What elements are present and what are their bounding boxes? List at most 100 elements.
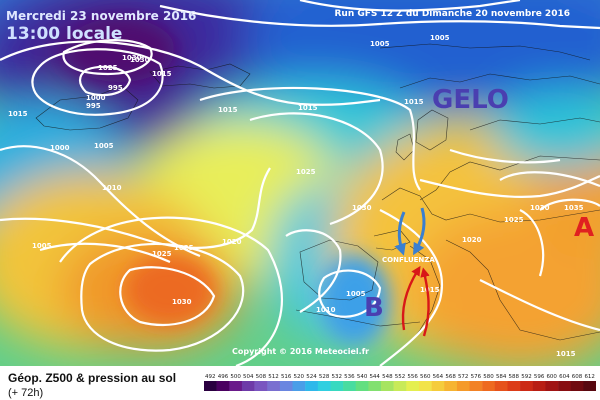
- isobar-1020-high: [59, 216, 283, 366]
- scale-swatch: [482, 381, 496, 391]
- scale-tick-label: 520: [294, 374, 305, 380]
- isobar-label: 1015: [218, 106, 238, 114]
- scale-tick-label: 584: [496, 374, 507, 380]
- scale-tick-label: 568: [445, 374, 456, 380]
- scale-tick-label: 552: [395, 374, 406, 380]
- isobar-label: 1000: [50, 144, 70, 152]
- isobar-label: 1035: [564, 204, 584, 212]
- scale-tick-label: 576: [471, 374, 482, 380]
- isobar-1015-atlantic: [199, 86, 421, 191]
- geopotential-field: [0, 0, 600, 366]
- scale-tick-label: 532: [332, 374, 343, 380]
- isobars: [0, 0, 600, 366]
- scale-swatch: [545, 381, 559, 391]
- scale-swatch: [204, 381, 217, 391]
- warm-arrow: [420, 267, 430, 337]
- warm-arrow: [401, 265, 421, 331]
- scale-tick-label: 564: [433, 374, 444, 380]
- isobar-label: 995: [86, 102, 101, 110]
- isobar-label: 1005: [346, 290, 366, 298]
- isobar-1025-high: [80, 242, 245, 352]
- isobar-label: 1025: [98, 64, 118, 72]
- scale-swatch: [507, 381, 521, 391]
- isobar-995-ring: [78, 65, 132, 97]
- scale-tick-label: 492: [205, 374, 216, 380]
- scale-tick-label: 536: [344, 374, 355, 380]
- scale-tick-label: 604: [559, 374, 570, 380]
- isobar-label: 1015: [152, 70, 172, 78]
- scale-tick-label: 548: [382, 374, 393, 380]
- scale-tick-label: 504: [243, 374, 254, 380]
- scale-tick-label: 612: [584, 374, 595, 380]
- scale-tick-label: 524: [306, 374, 317, 380]
- legend-bar: Géop. Z500 & pression au sol (+ 72h) 492…: [0, 366, 600, 400]
- scale-swatch: [494, 381, 508, 391]
- isobar-label: 1030: [352, 204, 372, 212]
- scale-swatch: [229, 381, 243, 391]
- scale-tick-label: 508: [256, 374, 267, 380]
- scale-tick-label: 496: [218, 374, 229, 380]
- scale-swatch: [431, 381, 445, 391]
- isobar-1005-top: [299, 0, 521, 12]
- isobar-label: 1015: [298, 104, 318, 112]
- model-run: Run GFS 12 Z du Dimanche 20 novembre 201…: [334, 9, 571, 19]
- scale-tick-label: 596: [534, 374, 545, 380]
- isobar-1025-europe: [449, 148, 561, 164]
- isobar-label: 1005: [32, 242, 52, 250]
- isobar-1030-east-loop: [519, 209, 545, 277]
- scale-tick-label: 572: [458, 374, 469, 380]
- isobar-label: 995: [108, 84, 123, 92]
- isobar-label: 1000: [86, 94, 106, 102]
- isobar-1015-east: [479, 279, 600, 332]
- isobar-1010-iberia: [285, 229, 342, 313]
- scale-swatch: [444, 381, 458, 391]
- isobar-label: 1030: [130, 56, 150, 64]
- scale-tick-label: 544: [369, 374, 380, 380]
- scale-swatch: [292, 381, 306, 391]
- scale-tick-label: 600: [546, 374, 557, 380]
- anticyclone-label: A: [574, 213, 594, 243]
- scale-swatch: [343, 381, 356, 391]
- cold-arrow: [394, 211, 406, 256]
- isobar-1025-atlantic: [249, 112, 384, 226]
- scale-swatch: [254, 381, 268, 391]
- scale-swatch: [355, 381, 369, 391]
- isobar-1030-east: [499, 171, 600, 188]
- isobar-label: 1015: [556, 350, 576, 358]
- isobar-1020-europe: [419, 174, 600, 198]
- scale-swatch: [456, 381, 470, 391]
- isobar-label: 1025: [504, 216, 524, 224]
- scale-swatch: [305, 381, 319, 391]
- scale-swatch: [279, 381, 293, 391]
- isobar-label: 1025: [152, 250, 172, 258]
- annotations: GELO A B CONFLUENZA: [364, 85, 594, 337]
- scale-swatch: [558, 381, 571, 391]
- isobar-1030-high: [119, 266, 216, 326]
- isobar-1015-top: [159, 4, 600, 30]
- isobar-1005-low: [318, 269, 382, 318]
- scale-tick-label: 512: [268, 374, 279, 380]
- confluenza-label: CONFLUENZA: [382, 256, 435, 264]
- forecast-date: Mercredi 23 novembre 2016: [6, 9, 197, 23]
- isobar-label: 1010: [102, 184, 122, 192]
- forecast-map: 1030 1025 1015 995 1000 995 1015 1000 10…: [0, 0, 600, 366]
- isobar-1030-low-ring: [62, 39, 153, 76]
- copyright: Copyright © 2016 Meteociel.fr: [232, 347, 370, 356]
- scale-swatch: [393, 381, 407, 391]
- isobar-label: 1015: [8, 110, 28, 118]
- coastlines: [35, 43, 600, 341]
- isobar-1000-ring: [31, 48, 164, 116]
- isobar-1010-west: [0, 145, 201, 258]
- scale-swatch: [419, 381, 432, 391]
- color-scale: 492 496 500 504 508 512 516 520 524 528 532 536 540 5…: [204, 374, 596, 391]
- variable-title: Géop. Z500 & pression au sol: [8, 371, 177, 385]
- scale-tick-label: 540: [357, 374, 368, 380]
- isobar-label: 1025: [174, 244, 194, 252]
- scale-swatch: [317, 381, 331, 391]
- isobar-label: 1030: [172, 298, 192, 306]
- isobar-1005-north: [0, 40, 381, 106]
- scale-tick-label: 580: [483, 374, 494, 380]
- isobar-label: 1025: [296, 168, 316, 176]
- isobar-label: 1005: [370, 40, 390, 48]
- isobar-label: 1005: [430, 34, 450, 42]
